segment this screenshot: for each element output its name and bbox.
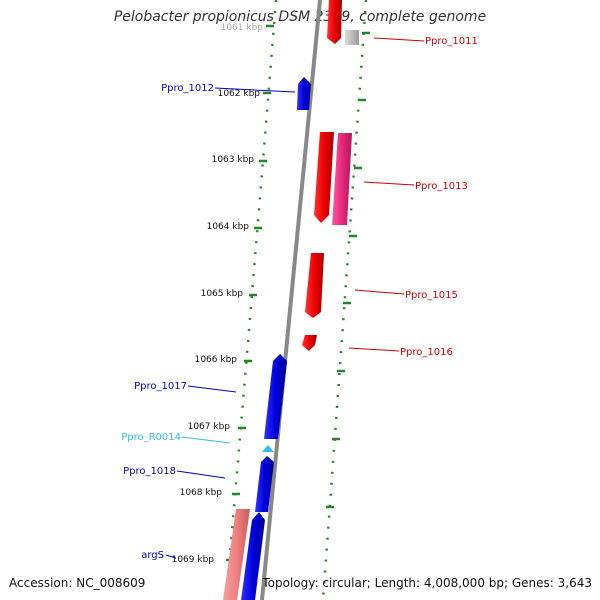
ppro-1016-leader: [348, 347, 400, 352]
outer-ring-ticks: [326, 31, 370, 509]
accession-label: Accession: NC_008609: [9, 576, 146, 590]
gene-args-arrow[interactable]: [241, 512, 265, 600]
gene-ppro-1016-arrow[interactable]: [302, 335, 317, 351]
label-ppro-1016[interactable]: Ppro_1016: [400, 347, 453, 358]
ruler-label-1063: 1063 kbp: [212, 155, 255, 165]
genome-summary: Topology: circular; Length: 4,008,000 bp…: [262, 576, 592, 590]
gene-ppro-1013-pink-arrow[interactable]: [332, 133, 352, 225]
ruler-label-1065: 1065 kbp: [201, 289, 244, 299]
ruler-label-1067: 1067 kbp: [188, 422, 231, 432]
gene-ppro-1013-arrow[interactable]: [314, 132, 334, 223]
ruler-ticks: [226, 24, 274, 562]
ppro-1011-leader: [373, 37, 425, 42]
genome-backbone: [260, 0, 322, 600]
label-ppro-r0014[interactable]: Ppro_R0014: [121, 432, 181, 443]
label-args[interactable]: argS: [141, 550, 164, 561]
gene-ppro-1011-arrow[interactable]: [327, 0, 342, 44]
ruler-label-1061: 1061 kbp: [221, 23, 264, 33]
ruler-track: [224, 0, 278, 600]
label-ppro-1011[interactable]: Ppro_1011: [425, 36, 478, 47]
args-leader: [165, 554, 177, 559]
ppro-1017-leader: [187, 385, 237, 393]
label-ppro-1017[interactable]: Ppro_1017: [134, 381, 187, 392]
gene-ppro-1012-arrow[interactable]: [297, 77, 311, 110]
ruler-label-1066: 1066 kbp: [195, 355, 238, 365]
ruler-label-1069: 1069 kbp: [172, 555, 215, 565]
ppro-1015-leader: [354, 289, 405, 295]
map-title: Pelobacter propionicus DSM 2379, complet…: [113, 9, 487, 25]
label-ppro-1015[interactable]: Ppro_1015: [405, 290, 458, 301]
gene-grey-feature[interactable]: [345, 30, 359, 45]
label-ppro-1018[interactable]: Ppro_1018: [123, 466, 176, 477]
gene-ppro-1018-arrow[interactable]: [255, 456, 274, 512]
gene-ppro-r0014-arrow[interactable]: [262, 445, 274, 452]
ruler-label-1068: 1068 kbp: [180, 488, 223, 498]
ppro-1012-leader: [214, 87, 296, 93]
label-ppro-1012[interactable]: Ppro_1012: [161, 83, 214, 94]
label-ppro-1013[interactable]: Ppro_1013: [415, 181, 468, 192]
gene-salmon-feature[interactable]: [223, 509, 250, 600]
gene-ppro-1017-arrow[interactable]: [264, 354, 287, 439]
ppro-1013-leader: [363, 181, 415, 186]
ppro-r0014-leader: [181, 436, 231, 444]
ruler-label-1064: 1064 kbp: [207, 222, 250, 232]
outer-ring-track: [321, 0, 368, 600]
ppro-1018-leader: [176, 470, 226, 479]
ruler-label-1062: 1062 kbp: [218, 89, 261, 99]
gene-ppro-1015-arrow[interactable]: [305, 253, 324, 318]
